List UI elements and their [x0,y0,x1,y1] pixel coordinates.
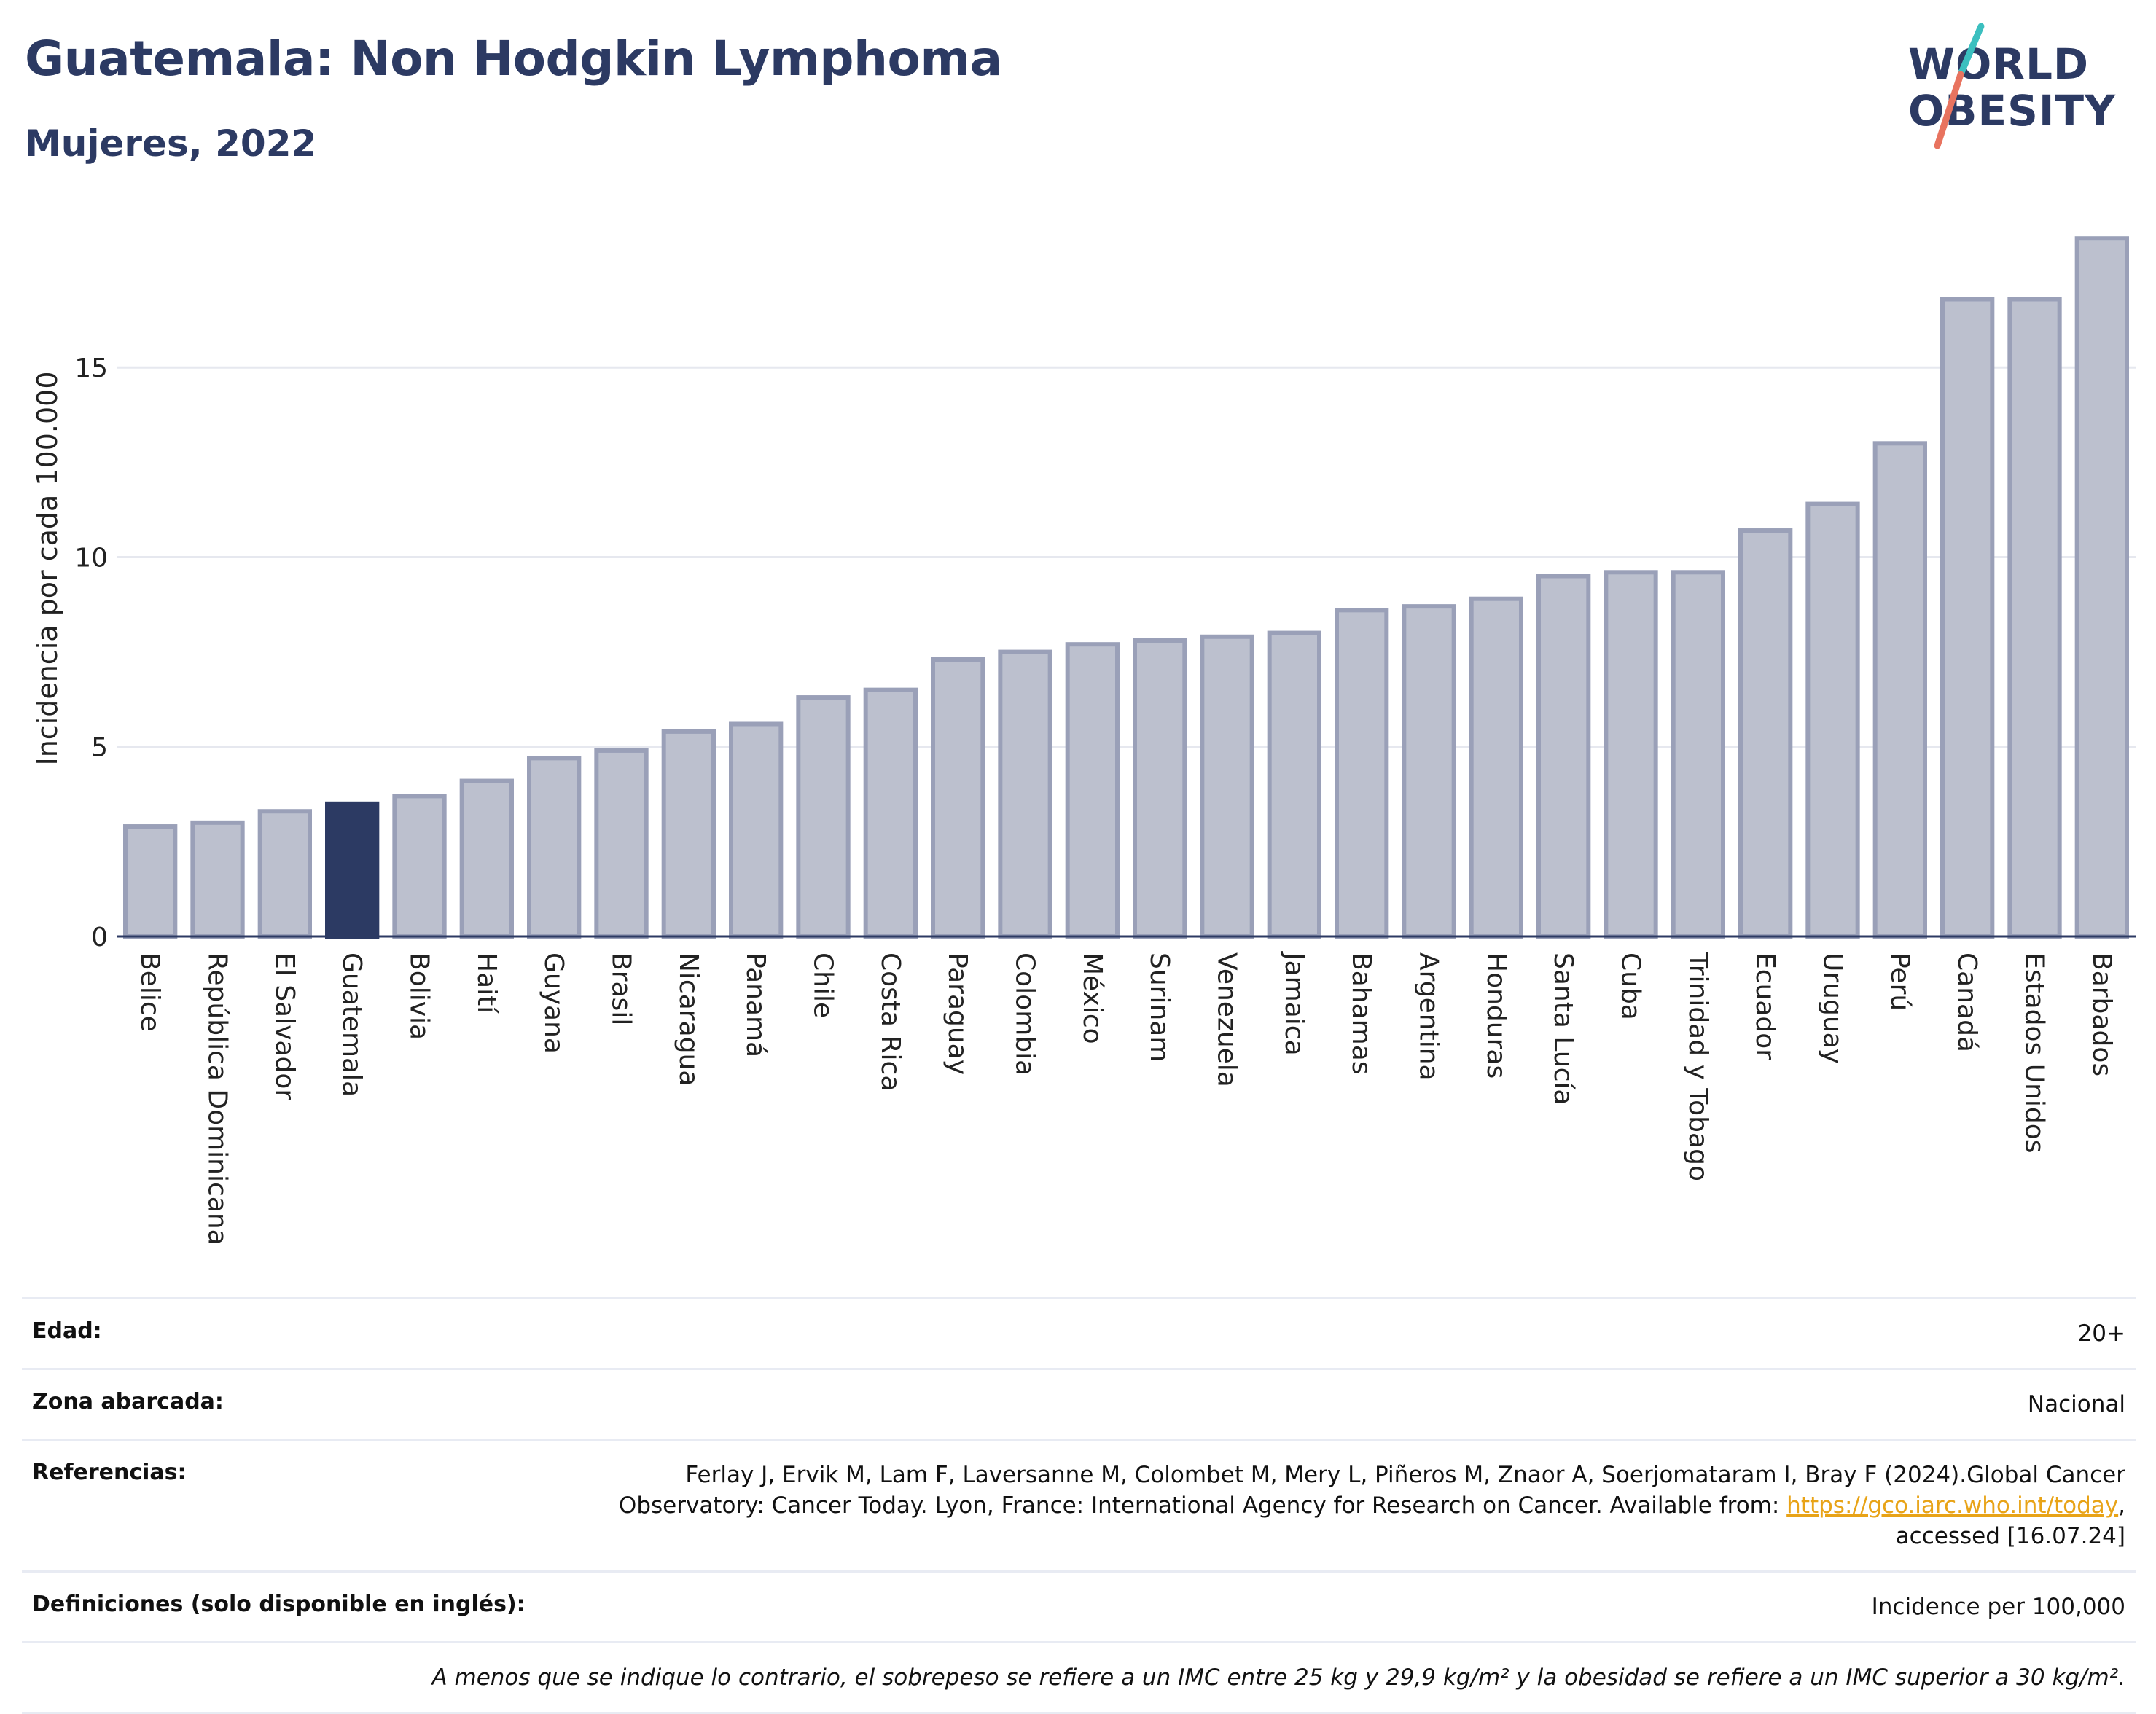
x-tick-label: Barbados [2087,952,2117,1076]
x-tick-label: Venezuela [1212,952,1242,1087]
ref-link[interactable]: https://gco.iarc.who.int/today [1786,1492,2119,1519]
bar-república-dominicana [190,820,245,939]
ref-text-2: Observatory: Cancer Today. Lyon, France:… [618,1492,1787,1519]
x-tick-label: Cuba [1616,952,1646,1020]
ref-text-3: , [2118,1492,2125,1519]
bar-brasil [594,748,649,939]
meta-row-zona: Zona abarcada: Nacional [22,1368,2136,1439]
gridlines [117,366,2136,748]
meta-row-referencias: Referencias: Ferlay J, Ervik M, Lam F, L… [22,1439,2136,1570]
x-tick-label: Perú [1885,952,1915,1011]
bar-bahamas [1335,608,1389,939]
zona-value: Nacional [2027,1391,2125,1417]
x-tick-label: Haití [472,952,501,1014]
bar-canadá [1940,297,1995,939]
x-tick-label: Bolivia [405,952,434,1040]
ref-text-4: accessed [16.07.24] [1895,1523,2125,1549]
x-tick-label: Colombia [1010,952,1040,1076]
y-axis-ticks: 0 5 10 15 [74,353,108,952]
bar-trinidad-y-tobago [1671,570,1725,939]
y-tick-label: 5 [91,733,108,763]
bar-nicaragua [661,729,716,939]
x-tick-label: Uruguay [1818,952,1848,1064]
bar-bolivia [392,794,447,939]
bar-barbados [2074,236,2129,939]
edad-label: Edad: [32,1318,102,1344]
bar-estados-unidos [2007,297,2062,939]
x-tick-label: Belice [135,952,165,1032]
definiciones-value: Incidence per 100,000 [1871,1594,2125,1620]
metadata-table: Edad: 20+ Zona abarcada: Nacional Refere… [22,1297,2136,1714]
x-tick-label: Nicaragua [673,952,703,1086]
zona-label: Zona abarcada: [32,1389,224,1414]
bar-argentina [1402,604,1456,939]
bar-uruguay [1805,501,1860,939]
x-tick-label: República Dominicana [203,952,233,1245]
x-tick-label: Bahamas [1346,952,1376,1075]
x-tick-label: Santa Lucía [1548,952,1578,1105]
bar-honduras [1469,596,1523,939]
bar-cuba [1604,570,1658,939]
bar-el-salvador [257,809,312,939]
bar-guyana [527,756,582,939]
referencias-label: Referencias: [32,1460,187,1485]
bar-paraguay [931,657,985,939]
chart-subtitle: Mujeres, 2022 [25,122,317,165]
meta-row-definiciones: Definiciones (solo disponible en inglés)… [22,1570,2136,1641]
x-axis-labels: Belice República Dominicana El Salvador Gua… [135,951,2117,1245]
referencias-value: Ferlay J, Ervik M, Lam F, Laversanne M, … [619,1460,2125,1551]
x-tick-label: El Salvador [270,952,300,1100]
x-tick-label: Jamaica [1279,951,1309,1056]
x-tick-label: Argentina [1414,952,1444,1081]
x-tick-label: Paraguay [942,952,972,1075]
bar-colombia [998,649,1052,939]
bar-guatemala [325,801,380,939]
edad-value: 20+ [2077,1320,2125,1347]
x-tick-label: Ecuador [1750,952,1780,1060]
ref-text-1: Ferlay J, Ervik M, Lam F, Laversanne M, … [685,1462,2125,1488]
y-tick-label: 0 [91,923,108,952]
meta-row-note: A menos que se indique lo contrario, el … [22,1641,2136,1714]
bar-costa-rica [863,687,918,939]
obesity-definition-note: A menos que se indique lo contrario, el … [431,1664,2125,1691]
x-tick-label: Canadá [1952,952,1982,1052]
bar-haití [459,778,514,939]
bar-panamá [729,721,784,939]
x-tick-label: Surinam [1144,952,1174,1062]
y-tick-label: 10 [74,543,108,573]
x-tick-label: Panamá [741,952,770,1057]
x-tick-label: Guyana [539,952,569,1054]
x-tick-label: México [1077,952,1107,1044]
bar-chile [796,695,851,939]
y-axis-label: Incidencia por cada 100.000 [31,371,63,765]
definiciones-label: Definiciones (solo disponible en inglés)… [32,1592,526,1617]
world-obesity-logo: WORLD OBESITY [1895,22,2143,153]
y-tick-label: 15 [74,353,108,383]
x-tick-label: Estados Unidos [2020,952,2050,1154]
x-tick-label: Trinidad y Tobago [1683,952,1713,1181]
x-tick-label: Brasil [606,952,636,1025]
bar-ecuador [1738,528,1793,939]
x-tick-label: Costa Rica [875,952,905,1091]
meta-row-edad: Edad: 20+ [22,1297,2136,1368]
chart-title: Guatemala: Non Hodgkin Lymphoma [25,31,1002,87]
x-tick-label: Guatemala [337,952,367,1097]
x-tick-label: Honduras [1481,952,1511,1079]
bar-méxico [1065,642,1120,939]
bar-surinam [1133,638,1187,939]
bar-chart: 0 5 10 15 Belice República Dominicana El Salv… [31,236,2136,1245]
logo-text-world: WORLD [1908,39,2090,89]
logo-slash-icon [1934,23,1985,149]
bar-belice [123,824,178,939]
x-tick-label: Chile [808,952,838,1018]
bars [123,236,2129,939]
bar-jamaica [1267,630,1321,939]
bar-perú [1872,441,1927,939]
bar-santa-lucía [1536,574,1591,939]
bar-venezuela [1200,634,1254,939]
